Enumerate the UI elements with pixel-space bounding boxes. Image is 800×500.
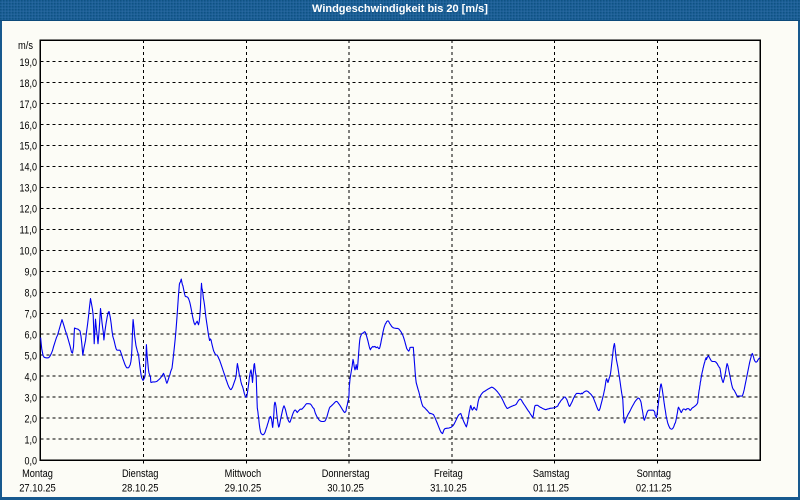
svg-text:27.10.25: 27.10.25 xyxy=(19,482,56,494)
svg-text:17,0: 17,0 xyxy=(20,99,38,111)
svg-text:Sonntag: Sonntag xyxy=(637,468,671,480)
svg-text:12,0: 12,0 xyxy=(20,204,38,216)
svg-text:16,0: 16,0 xyxy=(20,120,38,132)
svg-text:6,0: 6,0 xyxy=(25,329,38,341)
svg-text:19,0: 19,0 xyxy=(20,57,38,69)
svg-text:8,0: 8,0 xyxy=(25,288,38,300)
svg-text:Samstag: Samstag xyxy=(533,468,570,480)
svg-text:28.10.25: 28.10.25 xyxy=(122,482,159,494)
svg-text:Donnerstag: Donnerstag xyxy=(322,468,370,480)
svg-text:2,0: 2,0 xyxy=(25,413,38,425)
svg-text:01.11.25: 01.11.25 xyxy=(533,482,569,494)
svg-text:15,0: 15,0 xyxy=(20,141,38,153)
svg-text:Mittwoch: Mittwoch xyxy=(225,468,262,480)
svg-text:Montag: Montag xyxy=(22,468,53,480)
svg-text:02.11.25: 02.11.25 xyxy=(636,482,672,494)
svg-text:4,0: 4,0 xyxy=(25,371,38,383)
svg-text:7,0: 7,0 xyxy=(25,309,38,321)
svg-text:11,0: 11,0 xyxy=(20,225,38,237)
svg-text:14,0: 14,0 xyxy=(20,162,38,174)
svg-text:10,0: 10,0 xyxy=(20,246,38,258)
svg-text:29.10.25: 29.10.25 xyxy=(225,482,262,494)
svg-text:13,0: 13,0 xyxy=(20,183,38,195)
svg-text:0,0: 0,0 xyxy=(25,455,38,467)
svg-text:30.10.25: 30.10.25 xyxy=(327,482,364,494)
svg-text:Freitag: Freitag xyxy=(434,468,463,480)
svg-text:5,0: 5,0 xyxy=(25,350,38,362)
svg-text:3,0: 3,0 xyxy=(25,392,38,404)
svg-text:1,0: 1,0 xyxy=(25,434,38,446)
svg-text:Dienstag: Dienstag xyxy=(122,468,159,480)
svg-text:m/s: m/s xyxy=(18,40,33,52)
svg-text:9,0: 9,0 xyxy=(25,267,38,279)
svg-text:31.10.25: 31.10.25 xyxy=(430,482,467,494)
svg-text:18,0: 18,0 xyxy=(20,78,38,90)
